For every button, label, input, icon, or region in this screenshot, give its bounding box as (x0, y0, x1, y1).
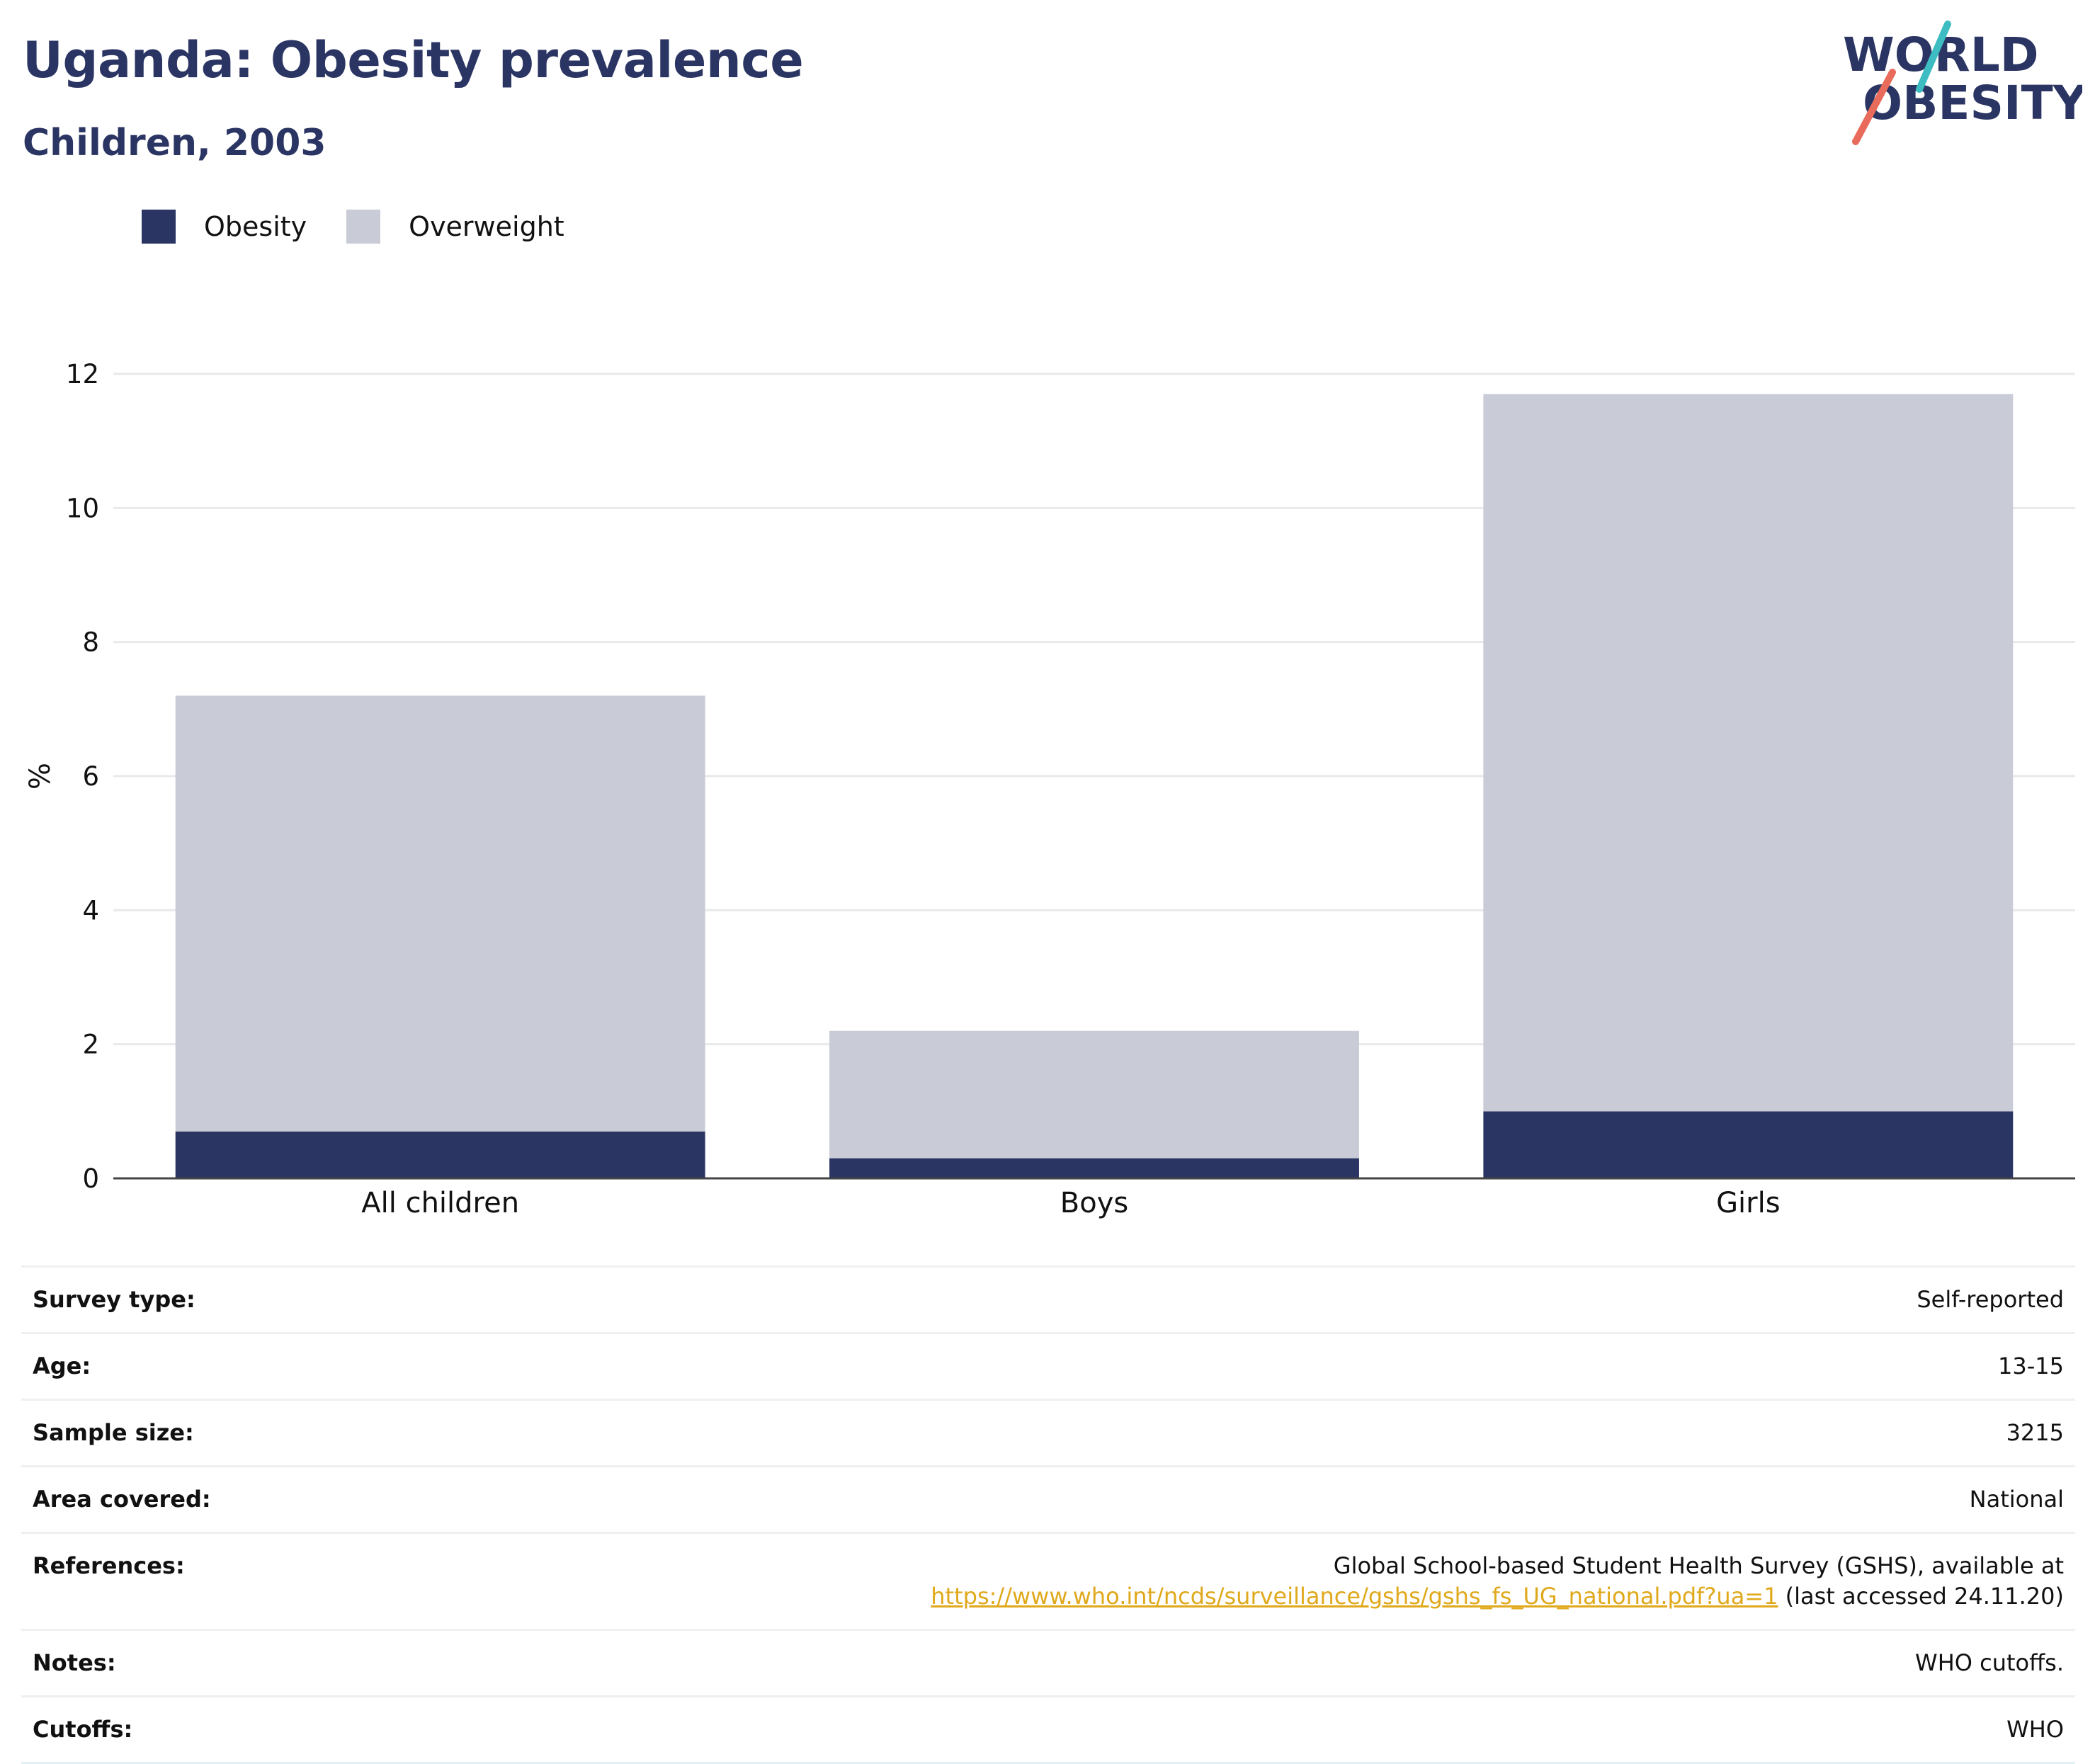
logo-slash-teal (1916, 21, 1951, 93)
info-value: 3215 (469, 1399, 2075, 1467)
logo-text-obesity: OBESITY (1863, 76, 2082, 130)
info-row-age: Age: 13-15 (21, 1332, 2075, 1400)
info-label: Sample size: (21, 1399, 469, 1467)
legend-label-obesity: Obesity (204, 211, 307, 242)
y-tick-label: 6 (82, 761, 99, 792)
x-tick-label: Boys (1060, 1187, 1128, 1219)
legend-swatch-obesity (142, 210, 176, 244)
y-tick-label: 4 (82, 895, 99, 926)
y-tick-label: 12 (66, 359, 99, 389)
world-obesity-logo: WORLD OBESITY (1843, 21, 2082, 145)
bar-overweight-all-children (175, 695, 705, 1132)
info-row-notes: Notes: WHO cutoffs. (21, 1629, 2075, 1697)
x-tick-label: Girls (1716, 1187, 1781, 1219)
y-tick-label: 10 (66, 493, 99, 523)
y-tick-label: 8 (82, 627, 99, 658)
reference-text: Global School-based Student Health Surve… (1333, 1552, 2064, 1579)
bar-overweight-boys (829, 1030, 1359, 1159)
y-tick-label: 0 (82, 1163, 99, 1194)
legend-swatch-overweight (346, 210, 381, 244)
info-value: Global School-based Student Health Surve… (469, 1532, 2075, 1630)
info-row-references: References: Global School-based Student … (21, 1532, 2075, 1630)
legend-item-overweight[interactable]: Overweight (346, 210, 564, 244)
info-label: References: (21, 1532, 469, 1630)
info-label: Survey type: (21, 1265, 469, 1333)
info-value: Self-reported (469, 1265, 2075, 1333)
info-row-area-covered: Area covered: National (21, 1465, 2075, 1533)
info-row-sample-size: Sample size: 3215 (21, 1399, 2075, 1467)
reference-link[interactable]: https://www.who.int/ncds/surveillance/gs… (931, 1583, 1778, 1610)
y-axis-title: % (24, 763, 57, 790)
info-value: WHO (469, 1695, 2075, 1764)
info-label: Notes: (21, 1629, 469, 1697)
info-label: Cutoffs: (21, 1695, 469, 1764)
x-tick-label: All children (361, 1187, 519, 1219)
y-tick-label: 2 (82, 1030, 99, 1060)
logo-slash-coral (1852, 69, 1896, 145)
chart-legend: Obesity Overweight (142, 210, 604, 244)
legend-item-obesity[interactable]: Obesity (142, 210, 307, 244)
bar-obesity-boys (829, 1158, 1359, 1178)
page-title: Uganda: Obesity prevalence (23, 31, 804, 89)
bar-overweight-girls (1483, 394, 2014, 1112)
bar-obesity-all-children (175, 1131, 705, 1178)
info-value: WHO cutoffs. (469, 1629, 2075, 1697)
info-row-cutoffs: Cutoffs: WHO (21, 1695, 2075, 1764)
info-value: 13-15 (469, 1332, 2075, 1400)
bar-chart: 0 2 4 6 8 10 12% All children Boys Girls (24, 359, 2075, 1219)
info-value: National (469, 1465, 2075, 1533)
info-label: Age: (21, 1332, 469, 1400)
info-label: Area covered: (21, 1465, 469, 1533)
legend-label-overweight: Overweight (409, 211, 564, 242)
info-row-survey-type: Survey type: Self-reported (21, 1265, 2075, 1333)
page-subtitle: Children, 2003 (23, 122, 327, 164)
bar-obesity-girls (1483, 1111, 2014, 1178)
reference-suffix: (last accessed 24.11.20) (1778, 1583, 2064, 1610)
survey-info-table: Survey type: Self-reported Age: 13-15 Sa… (21, 1265, 2075, 1764)
